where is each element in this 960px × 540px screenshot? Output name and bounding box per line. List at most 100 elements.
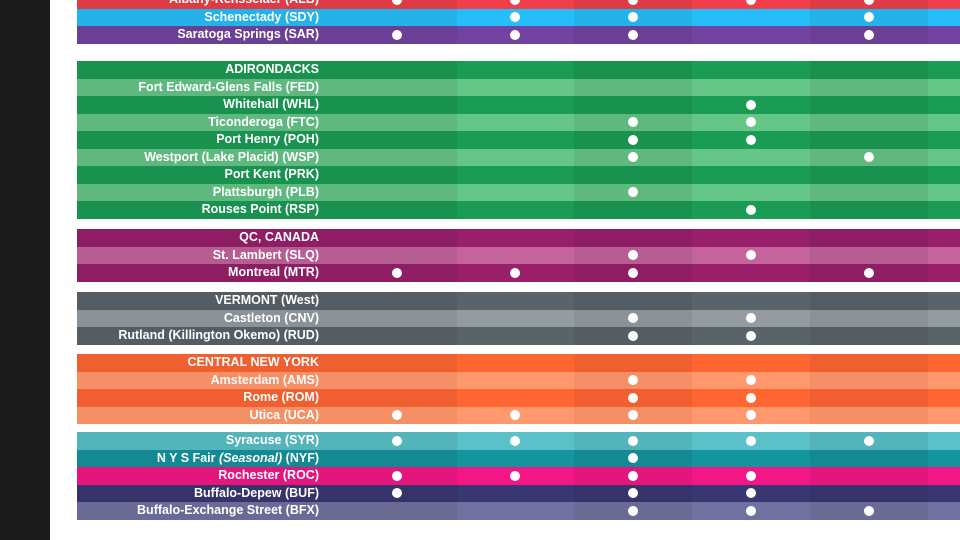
station-label: Schenectady (SDY) xyxy=(204,9,319,24)
column-cell xyxy=(810,201,928,219)
service-dot-icon xyxy=(392,29,402,40)
column-cell xyxy=(810,183,928,201)
column-cell xyxy=(692,26,810,44)
service-dot-icon xyxy=(628,250,638,261)
service-dot-icon xyxy=(746,313,756,324)
column-cell xyxy=(928,292,960,310)
column-cell xyxy=(928,229,960,247)
station-row: Rochester (ROC) xyxy=(77,467,960,485)
column-cell xyxy=(928,0,960,9)
service-dot-icon xyxy=(510,29,520,40)
service-dot-icon xyxy=(864,267,874,278)
column-cell xyxy=(327,166,457,184)
station-label: Utica (UCA) xyxy=(249,407,319,422)
column-cell xyxy=(327,183,457,201)
column-cell xyxy=(692,78,810,96)
station-label: Plattsburgh (PLB) xyxy=(212,184,319,199)
region-header-row: VERMONT (West) xyxy=(77,292,960,310)
column-cell xyxy=(327,327,457,345)
column-cell xyxy=(810,166,928,184)
service-dot-icon xyxy=(746,134,756,145)
service-dot-icon xyxy=(628,187,638,198)
column-cell xyxy=(574,78,692,96)
column-cell xyxy=(692,449,810,467)
service-dot-icon xyxy=(628,505,638,516)
column-cell xyxy=(928,449,960,467)
column-cell xyxy=(810,484,928,502)
station-label: Rouses Point (RSP) xyxy=(201,202,319,216)
column-cell xyxy=(574,354,692,372)
station-label: Rome (ROM) xyxy=(243,390,319,404)
service-dot-icon xyxy=(392,410,402,421)
column-cell xyxy=(928,8,960,26)
station-label: Syracuse (SYR) xyxy=(225,433,319,447)
service-dot-icon xyxy=(628,134,638,145)
column-cell xyxy=(327,201,457,219)
service-dot-icon xyxy=(392,267,402,278)
column-cell xyxy=(810,467,928,485)
column-cell xyxy=(574,229,692,247)
service-dot-icon xyxy=(628,267,638,278)
column-cell xyxy=(457,78,574,96)
column-cell xyxy=(928,467,960,485)
section-vermont: VERMONT (West) Castleton (CNV) Rutland (Ki… xyxy=(77,292,960,345)
column-cell xyxy=(928,166,960,184)
station-label: Whitehall (WHL) xyxy=(223,97,319,111)
column-cell xyxy=(574,61,692,79)
column-cell xyxy=(327,78,457,96)
service-dot-icon xyxy=(864,152,874,163)
column-cell xyxy=(327,449,457,467)
station-label: Port Henry (POH) xyxy=(216,132,319,146)
station-label: St. Lambert (SLQ) xyxy=(212,247,319,262)
column-cell xyxy=(692,8,810,26)
service-dot-icon xyxy=(746,99,756,110)
column-cell xyxy=(327,246,457,264)
column-cell xyxy=(928,96,960,114)
service-dot-icon xyxy=(628,313,638,324)
service-dot-icon xyxy=(628,488,638,499)
column-cell xyxy=(457,502,574,520)
column-cell xyxy=(810,354,928,372)
station-row: Port Henry (POH) xyxy=(77,131,960,149)
column-cell xyxy=(457,309,574,327)
service-dot-icon xyxy=(628,453,638,464)
column-cell xyxy=(928,264,960,282)
column-cell xyxy=(327,131,457,149)
service-dot-icon xyxy=(628,117,638,128)
section-quebec: QC, CANADA St. Lambert (SLQ) Montreal (MTR… xyxy=(77,229,960,282)
service-dot-icon xyxy=(628,330,638,341)
column-cell xyxy=(928,309,960,327)
column-cell xyxy=(810,449,928,467)
service-dot-icon xyxy=(746,330,756,341)
column-cell xyxy=(692,61,810,79)
station-label: Rochester (ROC) xyxy=(218,468,319,482)
column-cell xyxy=(457,449,574,467)
station-label: Westport (Lake Placid) (WSP) xyxy=(144,149,319,164)
column-cell xyxy=(810,131,928,149)
station-row: Fort Edward-Glens Falls (FED) xyxy=(77,78,960,96)
service-dot-icon xyxy=(746,470,756,481)
column-cell xyxy=(810,78,928,96)
service-dot-icon xyxy=(510,0,520,5)
column-cell xyxy=(928,246,960,264)
column-cell xyxy=(810,96,928,114)
station-row: Syracuse (SYR) xyxy=(77,432,960,450)
station-row: Westport (Lake Placid) (WSP) xyxy=(77,148,960,166)
column-cell xyxy=(457,131,574,149)
station-row: Saratoga Springs (SAR) xyxy=(77,26,960,44)
region-header-label: VERMONT (West) xyxy=(215,293,319,307)
station-row: Montreal (MTR) xyxy=(77,264,960,282)
column-cell xyxy=(457,389,574,407)
region-header-row: CENTRAL NEW YORK xyxy=(77,354,960,372)
service-dot-icon xyxy=(746,117,756,128)
service-dot-icon xyxy=(628,392,638,403)
column-cell xyxy=(810,292,928,310)
region-header-label: QC, CANADA xyxy=(239,230,319,244)
column-cell xyxy=(574,292,692,310)
column-cell xyxy=(928,406,960,424)
station-row: Plattsburgh (PLB) xyxy=(77,183,960,201)
service-dot-icon xyxy=(392,0,402,5)
column-cell xyxy=(457,246,574,264)
station-row: Rutland (Killington Okemo) (RUD) xyxy=(77,327,960,345)
region-header-row: ADIRONDACKS xyxy=(77,61,960,79)
